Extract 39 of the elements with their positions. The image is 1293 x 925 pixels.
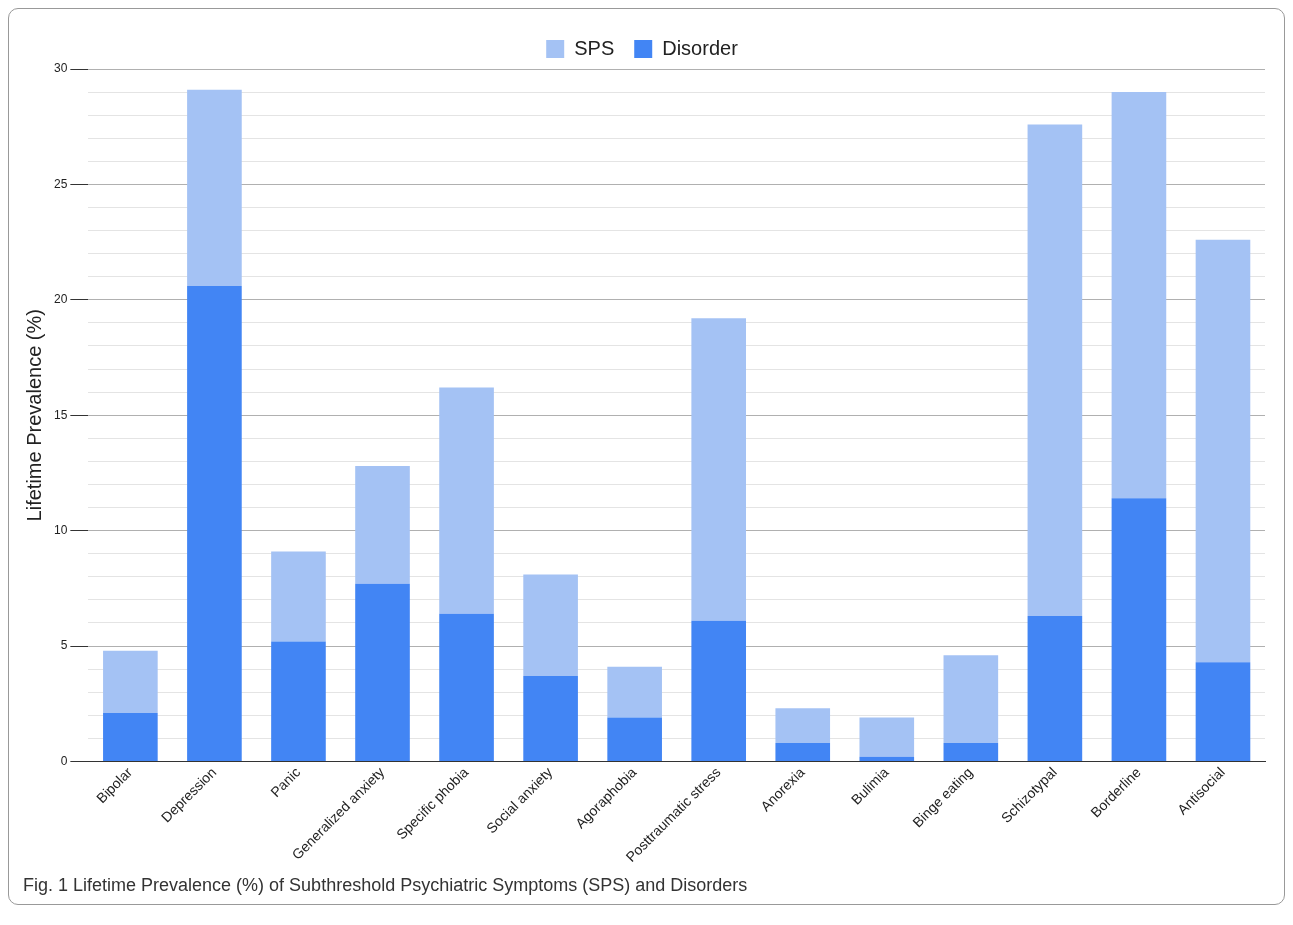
bar	[859, 756, 915, 761]
bar	[1027, 124, 1083, 617]
y-tick-label: 0	[60, 753, 68, 768]
bar	[355, 466, 410, 584]
bar	[943, 742, 999, 761]
bar	[1027, 616, 1083, 761]
bar	[523, 676, 578, 761]
bar	[1111, 92, 1167, 499]
bar	[607, 666, 662, 718]
bar	[271, 551, 326, 642]
bar	[355, 583, 410, 761]
bar	[1195, 239, 1251, 663]
bar	[103, 650, 158, 713]
bar	[1111, 498, 1167, 761]
bar	[859, 717, 915, 757]
bar	[691, 318, 747, 621]
y-axis-title: Lifetime Prevalence (%)	[22, 309, 45, 522]
bar	[1195, 662, 1251, 761]
legend-label: SPS	[574, 36, 615, 59]
bar	[943, 655, 999, 743]
bar	[607, 717, 662, 761]
bar	[187, 89, 242, 286]
legend-label: Disorder	[662, 36, 739, 59]
y-tick-label: 5	[60, 638, 68, 653]
y-tick-label: 15	[53, 407, 68, 422]
bar	[271, 641, 326, 761]
bar	[523, 574, 578, 677]
bar	[439, 387, 494, 614]
bar	[775, 708, 831, 743]
y-tick-label: 25	[53, 176, 68, 191]
y-tick-label: 20	[53, 292, 68, 307]
bar	[775, 742, 831, 761]
bar	[439, 613, 494, 761]
bar	[103, 712, 158, 761]
bar	[187, 285, 242, 761]
caption: Fig. 1 Lifetime Prevalence (%) of Subthreshold Psychiatric Symptoms (SPS) and Disorders	[22, 874, 749, 897]
y-tick-label: 10	[53, 522, 68, 537]
y-tick-label: 30	[53, 61, 68, 76]
bar	[691, 620, 747, 761]
